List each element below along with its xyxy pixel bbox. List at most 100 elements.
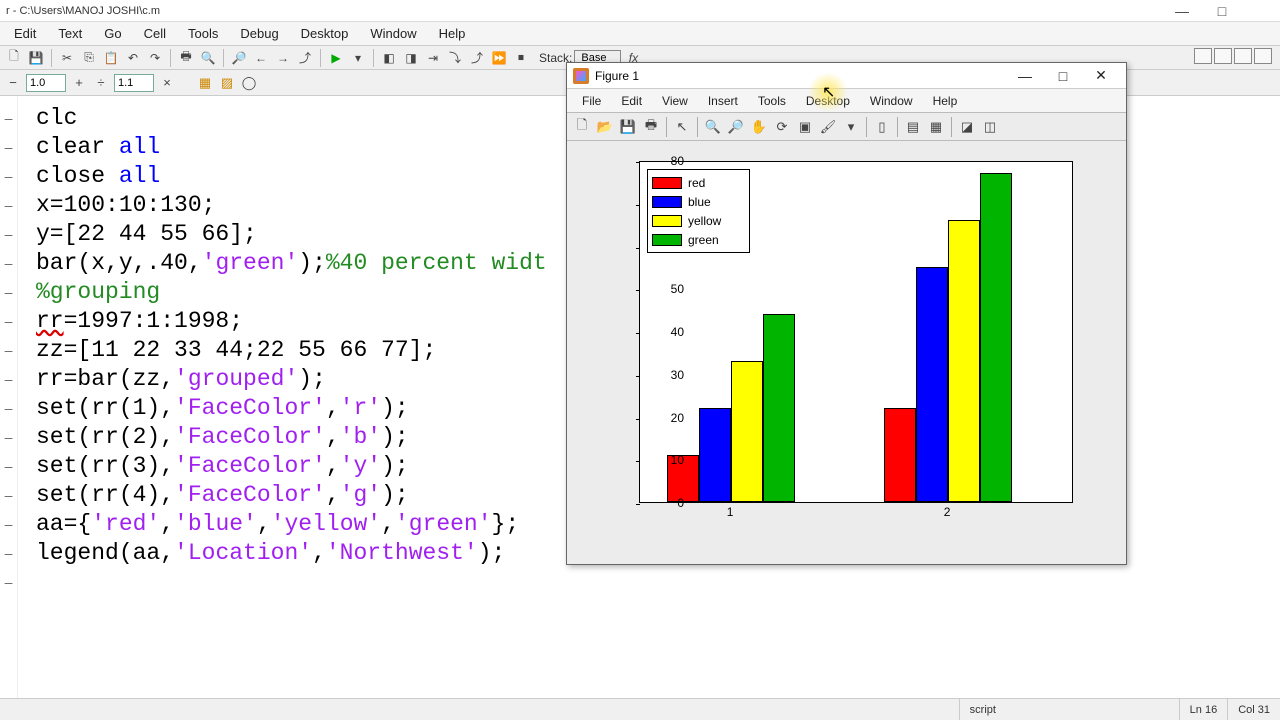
bp-set-icon[interactable]: ◧ [379, 48, 399, 68]
fig-colorbar-icon[interactable]: ▯ [871, 116, 893, 138]
legend-label: green [688, 233, 719, 247]
fig-brush-icon[interactable]: 🖌 [817, 116, 839, 138]
back-icon[interactable]: ← [251, 48, 271, 68]
ytick-label: 50 [671, 282, 684, 296]
menu-debug[interactable]: Debug [230, 23, 288, 44]
fig-zoomout-icon[interactable]: 🔎 [725, 116, 747, 138]
goto-icon[interactable]: ⤴ [295, 48, 315, 68]
cell-field-1[interactable]: 1.0 [26, 74, 66, 92]
continue-icon[interactable]: ⏩ [489, 48, 509, 68]
ytick-label: 40 [671, 325, 684, 339]
cell-stop-icon[interactable]: ◯ [240, 74, 258, 92]
layout-3-icon[interactable] [1234, 48, 1252, 64]
cell-eval2-icon[interactable]: ▨ [218, 74, 236, 92]
ytick-label: 20 [671, 411, 684, 425]
legend-label: red [688, 176, 705, 190]
menu-window[interactable]: Window [360, 23, 426, 44]
fig-print-icon[interactable]: 🖶 [640, 116, 662, 138]
figure-menu-desktop[interactable]: Desktop [797, 92, 859, 110]
step-in-icon[interactable]: ⤵ [445, 48, 465, 68]
main-titlebar: r - C:\Users\MANOJ JOSHI\c.m — □ [0, 0, 1280, 22]
run-icon[interactable]: ▶ [326, 48, 346, 68]
figure-title: Figure 1 [595, 69, 1006, 83]
fig-pan-icon[interactable]: ✋ [748, 116, 770, 138]
main-menubar: EditTextGoCellToolsDebugDesktopWindowHel… [0, 22, 1280, 46]
step-icon[interactable]: ⇥ [423, 48, 443, 68]
maximize-button[interactable]: □ [1208, 3, 1236, 19]
cell-field-2[interactable]: 1.1 [114, 74, 154, 92]
cell-minus-icon[interactable]: − [4, 74, 22, 92]
figure-menu-window[interactable]: Window [861, 92, 922, 110]
fig-rotate-icon[interactable]: ⟳ [771, 116, 793, 138]
step-out-icon[interactable]: ⤴ [467, 48, 487, 68]
menu-edit[interactable]: Edit [4, 23, 46, 44]
fig-link-icon[interactable]: ▾ [840, 116, 862, 138]
cell-eval-icon[interactable]: ▦ [196, 74, 214, 92]
print-icon[interactable]: 🖶 [176, 48, 196, 68]
legend-row: yellow [652, 211, 745, 230]
minimize-button[interactable]: — [1168, 3, 1196, 19]
bar-blue [916, 267, 948, 502]
figure-menu-edit[interactable]: Edit [612, 92, 651, 110]
find2-icon[interactable]: 🔎 [229, 48, 249, 68]
statusbar: script Ln 16 Col 31 [0, 698, 1280, 720]
legend-row: green [652, 230, 745, 249]
layout-4-icon[interactable] [1254, 48, 1272, 64]
redo-icon[interactable]: ↷ [145, 48, 165, 68]
bar-yellow [948, 220, 980, 502]
undo-icon[interactable]: ↶ [123, 48, 143, 68]
figure-titlebar[interactable]: Figure 1 — □ ✕ [567, 63, 1126, 89]
fig-pointer-icon[interactable]: ↖ [671, 116, 693, 138]
figure-minimize-button[interactable]: — [1006, 65, 1044, 87]
layout-1-icon[interactable] [1194, 48, 1212, 64]
cell-div-icon[interactable]: ÷ [92, 74, 110, 92]
fig-datatip-icon[interactable]: ▣ [794, 116, 816, 138]
figure-close-button[interactable]: ✕ [1082, 65, 1120, 87]
fig-new-icon[interactable]: 🗋 [571, 116, 593, 138]
fig-zoomin-icon[interactable]: 🔍 [702, 116, 724, 138]
find-icon[interactable]: 🔍 [198, 48, 218, 68]
cut-icon[interactable]: ✂ [57, 48, 77, 68]
menu-go[interactable]: Go [94, 23, 131, 44]
figure-maximize-button[interactable]: □ [1044, 65, 1082, 87]
layout-buttons [1194, 48, 1272, 64]
menu-tools[interactable]: Tools [178, 23, 228, 44]
forward-icon[interactable]: → [273, 48, 293, 68]
bar-green [980, 173, 1012, 502]
figure-menu-file[interactable]: File [573, 92, 610, 110]
bp-clear-icon[interactable]: ◨ [401, 48, 421, 68]
cell-plus-icon[interactable]: + [70, 74, 88, 92]
paste-icon[interactable]: 📋 [101, 48, 121, 68]
fig-hide-icon[interactable]: ◪ [956, 116, 978, 138]
fig-axes-icon[interactable]: ▦ [925, 116, 947, 138]
stop-icon[interactable]: ⏹ [511, 48, 531, 68]
figure-menu-help[interactable]: Help [924, 92, 967, 110]
run-drop-icon[interactable]: ▾ [348, 48, 368, 68]
bar-red [884, 408, 916, 502]
figure-icon [573, 68, 589, 84]
fig-open-icon[interactable]: 📂 [594, 116, 616, 138]
menu-cell[interactable]: Cell [134, 23, 176, 44]
fig-show-icon[interactable]: ◫ [979, 116, 1001, 138]
copy-icon[interactable]: ⎘ [79, 48, 99, 68]
menu-help[interactable]: Help [429, 23, 476, 44]
menu-desktop[interactable]: Desktop [291, 23, 359, 44]
figure-menu-insert[interactable]: Insert [699, 92, 747, 110]
fig-legend-icon[interactable]: ▤ [902, 116, 924, 138]
xtick-label: 2 [944, 505, 951, 519]
legend[interactable]: redblueyellowgreen [647, 169, 750, 253]
bar-blue [699, 408, 731, 502]
legend-row: red [652, 173, 745, 192]
figure-menu-tools[interactable]: Tools [749, 92, 795, 110]
ytick-label: 10 [671, 453, 684, 467]
xtick-label: 1 [727, 505, 734, 519]
cell-mult-icon[interactable]: × [158, 74, 176, 92]
layout-2-icon[interactable] [1214, 48, 1232, 64]
ytick-label: 0 [677, 496, 684, 510]
ytick-label: 80 [671, 154, 684, 168]
fig-save-icon[interactable]: 💾 [617, 116, 639, 138]
new-icon[interactable]: 🗋 [4, 48, 24, 68]
save-icon[interactable]: 💾 [26, 48, 46, 68]
menu-text[interactable]: Text [48, 23, 92, 44]
figure-menu-view[interactable]: View [653, 92, 697, 110]
